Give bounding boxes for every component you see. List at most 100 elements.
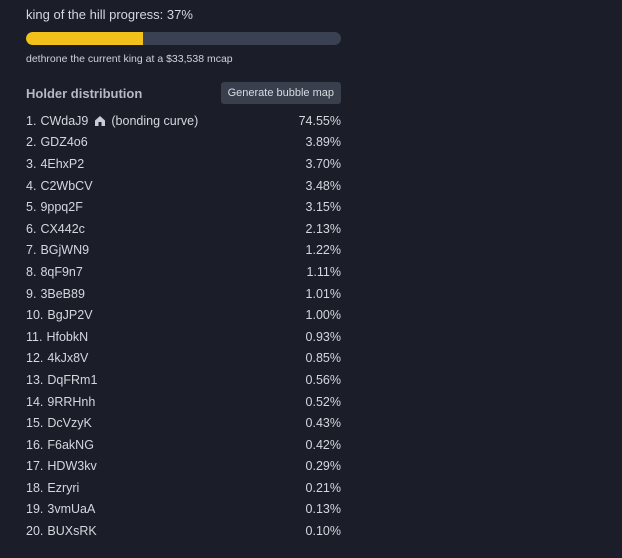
bonding-curve-icon bbox=[95, 115, 106, 126]
holder-rank: 15 bbox=[26, 416, 43, 430]
holder-row: 4 C2WbCV 3.48% bbox=[26, 175, 341, 197]
holder-rank: 13 bbox=[26, 373, 43, 387]
holder-row: 7 BGjWN9 1.22% bbox=[26, 240, 341, 262]
holder-row: 3 4EhxP2 3.70% bbox=[26, 153, 341, 175]
holder-row: 1 CWdaJ9 (bonding curve) 74.55% bbox=[26, 110, 341, 132]
holder-address-link[interactable]: BGjWN9 bbox=[40, 243, 90, 258]
holder-percent: 1.01% bbox=[305, 286, 341, 301]
holder-percent: 3.89% bbox=[305, 135, 341, 150]
holder-row: 12 4kJx8V 0.85% bbox=[26, 348, 341, 370]
holder-left: 9 3BeB89 bbox=[26, 287, 85, 301]
holder-address-link[interactable]: DcVzyK bbox=[47, 416, 92, 431]
holder-percent: 0.13% bbox=[305, 502, 341, 517]
holder-list: 1 CWdaJ9 (bonding curve) 74.55% 2 GDZ4o6 3.89%… bbox=[26, 110, 341, 542]
holder-row: 20 BUXsRK 0.10% bbox=[26, 520, 341, 542]
holder-rank: 7 bbox=[26, 243, 36, 257]
holder-left: 2 GDZ4o6 bbox=[26, 135, 88, 149]
holder-left: 6 CX442c bbox=[26, 222, 85, 236]
holder-rank: 8 bbox=[26, 265, 36, 279]
holder-address-link[interactable]: 3BeB89 bbox=[40, 286, 85, 301]
holder-row: 18 Ezryri 0.21% bbox=[26, 477, 341, 499]
holder-percent: 3.48% bbox=[305, 178, 341, 193]
holder-note: (bonding curve) bbox=[111, 113, 199, 128]
holder-address-link[interactable]: HfobkN bbox=[46, 329, 89, 344]
holder-left: 8 8qF9n7 bbox=[26, 265, 83, 279]
king-of-the-hill-title: king of the hill progress: 37% bbox=[26, 7, 193, 22]
holder-rank: 1 bbox=[26, 114, 36, 128]
holder-percent: 3.70% bbox=[305, 156, 341, 171]
holder-percent: 1.22% bbox=[305, 243, 341, 258]
holder-row: 14 9RRHnh 0.52% bbox=[26, 391, 341, 413]
holder-percent: 0.10% bbox=[305, 524, 341, 539]
holder-address-link[interactable]: Ezryri bbox=[47, 480, 80, 495]
holder-rank: 10 bbox=[26, 308, 43, 322]
dethrone-caption: dethrone the current king at a $33,538 m… bbox=[26, 53, 233, 65]
holder-row: 6 CX442c 2.13% bbox=[26, 218, 341, 240]
holder-row: 17 HDW3kv 0.29% bbox=[26, 456, 341, 478]
holder-address-link[interactable]: C2WbCV bbox=[40, 178, 93, 193]
holder-rank: 11 bbox=[26, 330, 42, 344]
holder-address-link[interactable]: 8qF9n7 bbox=[40, 264, 83, 279]
holder-rank: 2 bbox=[26, 135, 36, 149]
holder-address-link[interactable]: GDZ4o6 bbox=[40, 135, 88, 150]
holder-percent: 0.43% bbox=[305, 416, 341, 431]
holder-row: 13 DqFRm1 0.56% bbox=[26, 369, 341, 391]
generate-bubble-map-button[interactable]: Generate bubble map bbox=[220, 82, 341, 104]
holder-percent: 0.93% bbox=[305, 329, 341, 344]
holder-rank: 4 bbox=[26, 179, 36, 193]
holder-address-link[interactable]: 4EhxP2 bbox=[40, 156, 85, 171]
holder-left: 10 BgJP2V bbox=[26, 308, 93, 322]
holder-left: 12 4kJx8V bbox=[26, 351, 88, 365]
king-of-the-hill-progress-bar bbox=[26, 32, 341, 45]
holder-row: 10 BgJP2V 1.00% bbox=[26, 304, 341, 326]
holder-percent: 0.21% bbox=[305, 480, 341, 495]
holder-rank: 20 bbox=[26, 524, 43, 538]
holder-row: 19 3vmUaA 0.13% bbox=[26, 499, 341, 521]
holder-address-link[interactable]: DqFRm1 bbox=[47, 372, 98, 387]
holder-address-link[interactable]: 9RRHnh bbox=[47, 394, 96, 409]
holder-row: 11 HfobkN 0.93% bbox=[26, 326, 341, 348]
holder-percent: 0.29% bbox=[305, 459, 341, 474]
holder-percent: 2.13% bbox=[305, 221, 341, 236]
holder-address-link[interactable]: CWdaJ9 bbox=[40, 113, 89, 128]
holder-row: 5 9ppq2F 3.15% bbox=[26, 196, 341, 218]
king-of-the-hill-progress-fill bbox=[26, 32, 143, 45]
holder-rank: 9 bbox=[26, 287, 36, 301]
holder-left: 15 DcVzyK bbox=[26, 416, 92, 430]
holder-row: 15 DcVzyK 0.43% bbox=[26, 412, 341, 434]
holder-left: 4 C2WbCV bbox=[26, 179, 93, 193]
holder-address-link[interactable]: F6akNG bbox=[47, 437, 94, 452]
holder-address-link[interactable]: HDW3kv bbox=[47, 459, 97, 474]
holder-percent: 0.52% bbox=[305, 394, 341, 409]
holder-rank: 14 bbox=[26, 395, 43, 409]
holder-percent: 74.55% bbox=[298, 113, 341, 128]
holder-rank: 19 bbox=[26, 502, 43, 516]
holder-row: 16 F6akNG 0.42% bbox=[26, 434, 341, 456]
holder-rank: 6 bbox=[26, 222, 36, 236]
holder-percent: 0.85% bbox=[305, 351, 341, 366]
holder-rank: 3 bbox=[26, 157, 36, 171]
holder-left: 7 BGjWN9 bbox=[26, 243, 89, 257]
holder-row: 8 8qF9n7 1.11% bbox=[26, 261, 341, 283]
holder-left: 20 BUXsRK bbox=[26, 524, 97, 538]
holder-percent: 1.11% bbox=[306, 264, 341, 279]
holder-left: 3 4EhxP2 bbox=[26, 157, 84, 171]
holder-percent: 0.42% bbox=[305, 437, 341, 452]
holder-address-link[interactable]: BUXsRK bbox=[47, 524, 97, 539]
holder-percent: 3.15% bbox=[305, 200, 341, 215]
holder-address-link[interactable]: 9ppq2F bbox=[40, 200, 83, 215]
holder-row: 2 GDZ4o6 3.89% bbox=[26, 132, 341, 154]
holder-rank: 12 bbox=[26, 351, 43, 365]
holder-row: 9 3BeB89 1.01% bbox=[26, 283, 341, 305]
holder-rank: 17 bbox=[26, 459, 43, 473]
holder-left: 19 3vmUaA bbox=[26, 502, 95, 516]
holder-address-link[interactable]: 3vmUaA bbox=[47, 502, 96, 517]
holder-address-link[interactable]: CX442c bbox=[40, 221, 85, 236]
holder-left: 17 HDW3kv bbox=[26, 459, 97, 473]
holder-rank: 18 bbox=[26, 481, 43, 495]
holder-left: 18 Ezryri bbox=[26, 481, 79, 495]
holder-distribution-heading: Holder distribution bbox=[26, 86, 143, 101]
holder-address-link[interactable]: 4kJx8V bbox=[47, 351, 89, 366]
holder-address-link[interactable]: BgJP2V bbox=[47, 308, 93, 323]
holder-percent: 0.56% bbox=[305, 372, 341, 387]
